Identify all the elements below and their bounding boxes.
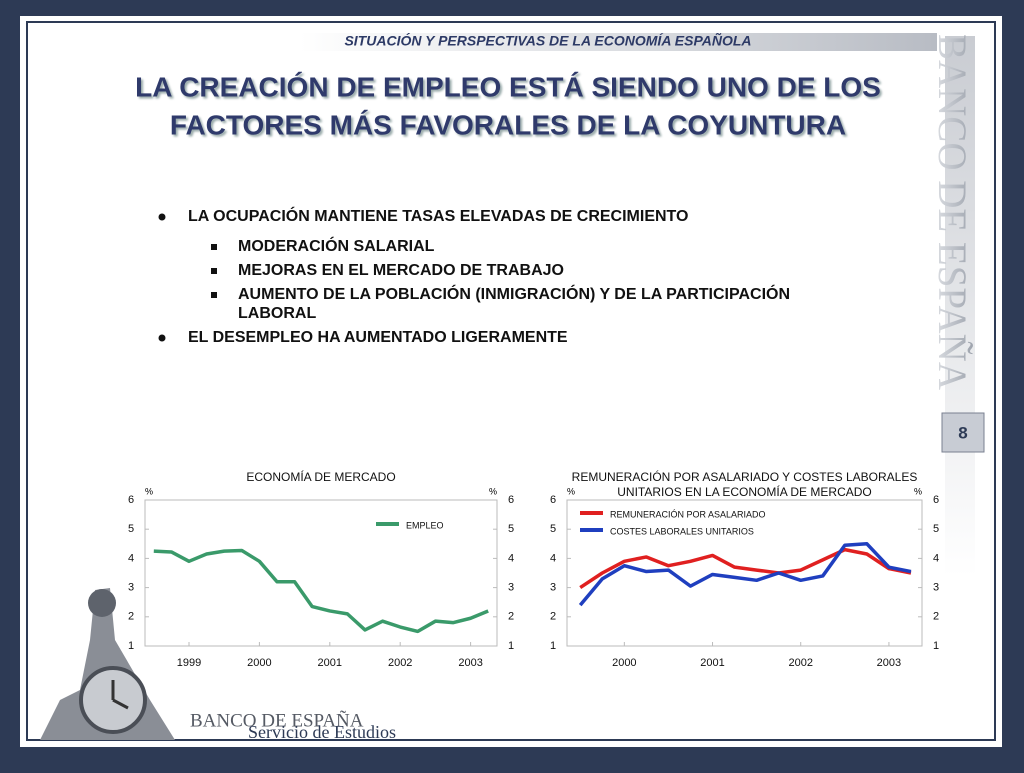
y2-tick-label: 4 — [933, 552, 939, 564]
statue — [88, 589, 116, 617]
y-tick-label: 5 — [550, 523, 556, 535]
line-series — [579, 547, 912, 590]
y-tick-label: 5 — [128, 523, 134, 535]
footer-logo — [40, 588, 175, 740]
x-tick-label: 2000 — [612, 657, 636, 669]
side-logo: BANCO DE ESPAÑA — [930, 34, 975, 390]
sub-bullet-text: LABORAL — [238, 305, 316, 322]
chart-title: UNITARIOS EN LA ECONOMÍA DE MERCADO — [617, 484, 871, 499]
bullet-text: EL DESEMPLEO HA AUMENTADO LIGERAMENTE — [188, 329, 568, 346]
y-tick-label: 3 — [128, 582, 134, 594]
y2-tick-label: 5 — [508, 523, 514, 535]
title: LA CREACIÓN DE EMPLEO ESTÁ SIENDO UNO DE… — [135, 71, 881, 102]
y2-tick-label: 4 — [508, 552, 514, 564]
plot-frame — [144, 499, 498, 647]
sub-bullet-text: MEJORAS EN EL MERCADO DE TRABAJO — [238, 262, 564, 279]
x-tick-label: 2002 — [388, 657, 412, 669]
x-tick-label: 2003 — [458, 657, 482, 669]
y2-unit: % — [914, 486, 922, 496]
y-unit: % — [567, 486, 575, 496]
y2-tick-label: 3 — [933, 582, 939, 594]
sub-bullet-text: MODERACIÓN SALARIAL — [238, 236, 435, 255]
sub-bullet-square — [211, 244, 217, 250]
y-unit: % — [145, 486, 153, 496]
y2-unit: % — [489, 486, 497, 496]
bullet-text: LA OCUPACIÓN MANTIENE TASAS ELEVADAS DE … — [188, 206, 688, 225]
y2-tick-label: 2 — [933, 611, 939, 623]
plot-frame — [566, 499, 923, 647]
footer-unit: Servicio de Estudios — [248, 722, 396, 742]
y-tick-label: 3 — [550, 582, 556, 594]
y-tick-label: 6 — [550, 494, 556, 506]
footer-org: BANCO DE ESPAÑA — [190, 709, 364, 731]
line-series — [153, 548, 489, 634]
panel-border — [26, 21, 996, 741]
x-tick-label: 2001 — [318, 657, 342, 669]
y-tick-label: 2 — [550, 611, 556, 623]
y-tick-label: 4 — [128, 552, 134, 564]
y2-tick-label: 2 — [508, 611, 514, 623]
x-tick-label: 2001 — [700, 657, 724, 669]
sub-bullet-square — [211, 292, 217, 298]
y2-tick-label: 1 — [508, 640, 514, 652]
line-series — [578, 542, 912, 607]
y-tick-label: 2 — [128, 611, 134, 623]
y-tick-label: 1 — [128, 640, 134, 652]
y-tick-label: 6 — [128, 494, 134, 506]
clock-hand — [112, 698, 129, 710]
header-bar — [300, 33, 937, 51]
y2-tick-label: 3 — [508, 582, 514, 594]
chart-title: REMUNERACIÓN POR ASALARIADO Y COSTES LAB… — [572, 469, 918, 484]
y2-tick-label: 6 — [508, 494, 514, 506]
x-tick-label: 2000 — [247, 657, 271, 669]
legend-label: EMPLEO — [406, 520, 444, 530]
y2-tick-label: 5 — [933, 523, 939, 535]
bullet-dot — [158, 334, 166, 342]
x-tick-label: 1999 — [177, 657, 201, 669]
y-tick-label: 1 — [550, 640, 556, 652]
title: FACTORES MÁS FAVORALES DE LA COYUNTURA — [170, 109, 846, 140]
y2-tick-label: 1 — [933, 640, 939, 652]
sub-bullet-text: AUMENTO DE LA POBLACIÓN (INMIGRACIÓN) Y … — [238, 284, 790, 303]
legend-label: REMUNERACIÓN POR ASALARIADO — [610, 509, 766, 519]
x-tick-label: 2002 — [788, 657, 812, 669]
bullet-dot — [158, 213, 166, 221]
legend-label: COSTES LABORALES UNITARIOS — [610, 526, 754, 536]
x-tick-label: 2003 — [877, 657, 901, 669]
panel — [20, 16, 1002, 747]
chart-title: ECONOMÍA DE MERCADO — [246, 469, 395, 484]
side-strip — [945, 36, 975, 576]
sub-bullet-square — [211, 268, 217, 274]
page-number: 8 — [958, 423, 967, 442]
y2-tick-label: 6 — [933, 494, 939, 506]
page-number-box — [941, 412, 985, 453]
header: SITUACIÓN Y PERSPECTIVAS DE LA ECONOMÍA … — [344, 32, 751, 49]
y-tick-label: 4 — [550, 552, 556, 564]
